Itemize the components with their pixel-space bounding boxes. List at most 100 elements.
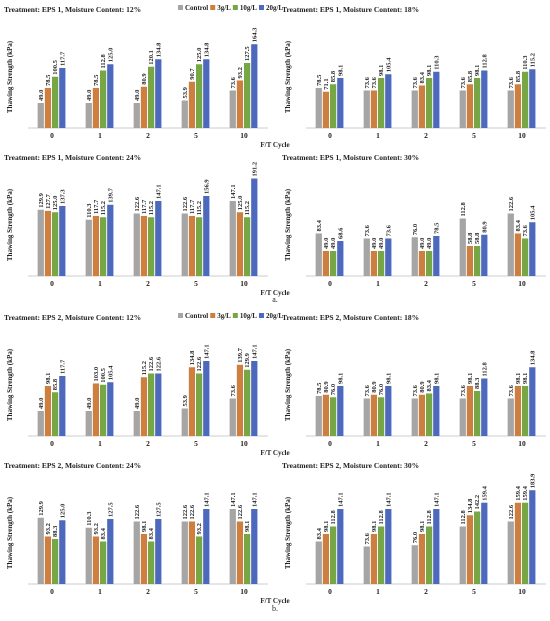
value-label: 85.8 <box>515 70 522 82</box>
x-tick-label: 0 <box>50 439 54 448</box>
x-tick-label: 10 <box>240 587 248 596</box>
value-label: 122.6 <box>182 504 189 519</box>
legend-swatch <box>232 5 238 10</box>
bar <box>378 77 385 128</box>
bar <box>507 398 514 436</box>
value-label: 80.9 <box>323 381 330 393</box>
y-axis-label: Thawing Strength (kPa) <box>6 348 14 421</box>
chart-title: Treatment: EPS 2, Moisture Content: 30% <box>282 461 419 470</box>
x-tick-label: 0 <box>50 587 54 596</box>
bar <box>188 215 196 276</box>
value-label: 115.2 <box>100 201 107 215</box>
bar <box>466 385 474 436</box>
x-tick-label: 2 <box>146 279 150 288</box>
x-tick-label: 5 <box>472 279 476 288</box>
value-label: 147.1 <box>433 492 440 507</box>
value-label: 73.6 <box>230 76 237 88</box>
x-tick-label: 1 <box>376 279 380 288</box>
value-label: 122.6 <box>196 356 203 371</box>
value-label: 58.8 <box>467 232 474 244</box>
bar <box>52 212 59 276</box>
bar <box>59 205 66 276</box>
value-label: 115.2 <box>141 361 148 375</box>
value-label: 122.6 <box>189 504 196 519</box>
bar <box>322 91 330 128</box>
x-tick-label: 2 <box>424 587 428 596</box>
value-label: 49.0 <box>419 238 426 249</box>
value-label: 137.3 <box>59 189 66 204</box>
chart-title: Treatment: EPS 1, Moisture Content: 12% <box>4 5 141 14</box>
bar <box>52 392 59 436</box>
y-axis-label: Thawing Strength (kPa) <box>284 188 292 261</box>
x-tick-label: 5 <box>472 131 476 140</box>
bar <box>426 251 433 276</box>
bar <box>459 526 466 584</box>
value-label: 191.2 <box>251 162 258 177</box>
bar <box>315 395 322 436</box>
value-label: 122.6 <box>182 196 189 211</box>
value-label: 83.4 <box>419 71 426 83</box>
value-label: 49.0 <box>86 90 93 101</box>
value-label: 73.6 <box>385 224 392 236</box>
chart-title: Treatment: EPS 2, Moisture Content: 18% <box>282 313 419 322</box>
bar <box>433 235 440 276</box>
value-label: 98.1 <box>433 373 440 384</box>
value-label: 147.1 <box>155 184 162 199</box>
value-label: 147.1 <box>230 184 237 199</box>
x-tick-label: 1 <box>376 439 380 448</box>
bar <box>236 364 244 436</box>
value-label: 98.1 <box>323 521 330 532</box>
figure-label: b. <box>272 604 278 613</box>
x-tick-label: 10 <box>240 279 248 288</box>
bar <box>411 545 418 584</box>
bar <box>44 87 52 128</box>
bar <box>37 209 44 276</box>
bar <box>203 508 210 584</box>
value-label: 117.7 <box>141 199 148 214</box>
bar <box>529 222 536 276</box>
bar <box>251 508 258 584</box>
x-tick-label: 2 <box>424 439 428 448</box>
x-tick-label: 1 <box>98 587 102 596</box>
bar <box>196 536 203 584</box>
value-label: 127.7 <box>45 193 52 208</box>
value-label: 83.4 <box>316 219 323 231</box>
legend-label: 3g/L <box>217 312 231 320</box>
value-label: 103.0 <box>93 367 100 382</box>
bar <box>363 398 370 436</box>
bar <box>529 367 536 436</box>
value-label: 159.4 <box>522 485 529 500</box>
bar <box>522 385 529 436</box>
value-label: 117.7 <box>93 199 100 214</box>
value-label: 49.0 <box>38 90 45 101</box>
bar <box>378 397 385 436</box>
value-label: 112.8 <box>460 201 467 216</box>
chart-title: Treatment: EPS 1, Moisture Content: 24% <box>4 153 141 162</box>
bar <box>229 90 236 128</box>
bar <box>140 377 148 436</box>
bar <box>52 76 59 128</box>
value-label: 98.1 <box>337 65 344 76</box>
value-label: 98.1 <box>141 521 148 532</box>
bar <box>92 87 100 128</box>
bar <box>59 520 66 584</box>
value-label: 147.1 <box>203 492 210 507</box>
bar <box>140 215 148 276</box>
value-label: 125.0 <box>52 196 59 211</box>
value-label: 110.3 <box>522 55 529 70</box>
value-label: 98.1 <box>467 373 474 384</box>
value-label: 156.9 <box>203 179 210 194</box>
bar <box>181 521 188 584</box>
bar <box>181 213 188 276</box>
legend-label: Control <box>185 312 208 320</box>
bar <box>155 518 162 584</box>
chart-title: Treatment: EPS 1, Moisture Content: 30% <box>282 153 419 162</box>
value-label: 147.1 <box>251 344 258 359</box>
bar <box>229 508 236 584</box>
x-tick-label: 0 <box>328 131 332 140</box>
value-label: 78.5 <box>316 74 323 86</box>
bar <box>370 533 378 584</box>
value-label: 88.3 <box>474 377 481 389</box>
value-label: 129.9 <box>38 500 45 515</box>
bar <box>196 64 203 128</box>
